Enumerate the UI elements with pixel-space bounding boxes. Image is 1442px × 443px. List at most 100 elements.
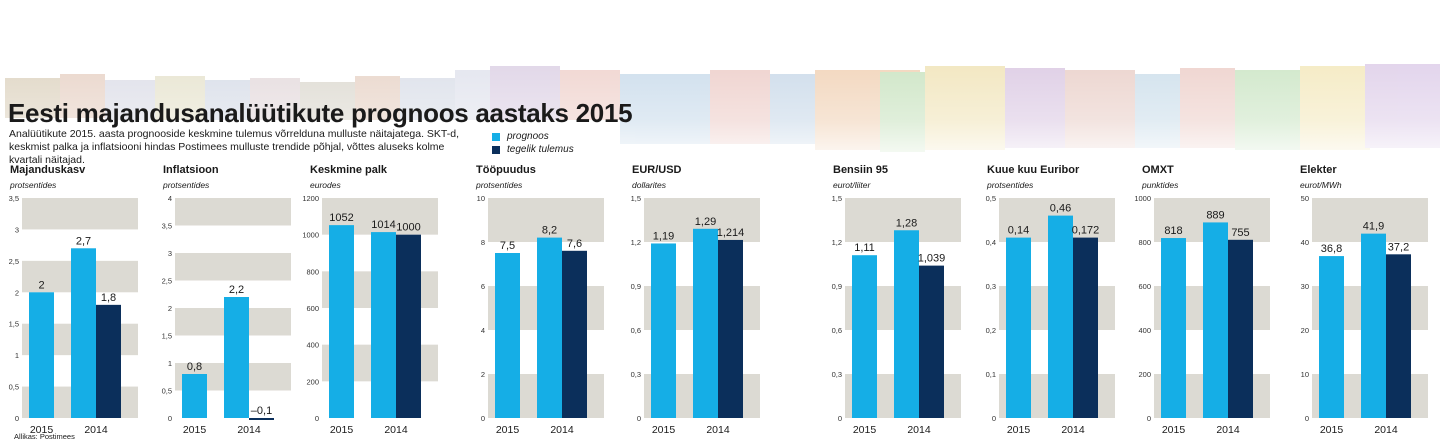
data-label-actual-2014: 7,6 (567, 238, 582, 250)
x-tick-label: 2015 (1162, 424, 1186, 436)
y-tick-label: 1 (168, 359, 172, 368)
y-tick-label: 0 (1305, 414, 1309, 423)
y-tick-label: 0 (992, 414, 996, 423)
y-tick-label: 1000 (302, 231, 319, 240)
y-tick-label: 200 (306, 377, 319, 386)
source-note: Allikas: Postimees (14, 432, 75, 441)
y-tick-label: 4 (168, 194, 172, 203)
x-tick-label: 2014 (1216, 424, 1240, 436)
y-tick-label: 0,6 (631, 326, 641, 335)
y-tick-label: 1,5 (162, 332, 172, 341)
legend-swatch-actual (492, 145, 500, 154)
data-label-actual-2014: 755 (1231, 227, 1249, 239)
y-tick-label: 0,3 (832, 370, 842, 379)
y-tick-label: 1,5 (631, 194, 641, 203)
data-label-actual-2014: 1,214 (717, 227, 745, 239)
data-label-forecast-2015: 7,5 (500, 240, 515, 252)
y-tick-label: 800 (306, 267, 319, 276)
panel-title-t-puudus: Tööpuudus (476, 164, 536, 176)
panel-title-elekter: Elekter (1300, 164, 1337, 176)
panel-unit-keskmine-palk: eurodes (310, 180, 341, 190)
y-tick-label: 0,5 (9, 383, 19, 392)
y-tick-label: 0,3 (986, 282, 996, 291)
bar-forecast-2014 (1203, 222, 1228, 418)
bar-forecast-2015 (495, 253, 520, 418)
x-tick-label: 2015 (1007, 424, 1031, 436)
y-tick-label: 3 (15, 225, 19, 234)
data-label-forecast-2015: 0,14 (1008, 225, 1029, 237)
y-tick-label: 0 (168, 414, 172, 423)
y-tick-label: 10 (477, 194, 485, 203)
euro-banknotes-banner (0, 60, 1442, 170)
y-tick-label: 0 (1147, 414, 1151, 423)
data-label-forecast-2015: 1,11 (854, 242, 875, 254)
y-tick-label: 0,3 (631, 370, 641, 379)
data-label-actual-2014: 37,2 (1388, 241, 1409, 253)
panel-unit-bensiin-95: eurot/liiter (833, 180, 871, 190)
panel-unit-kuue-kuu-euribor: protsentides (987, 180, 1034, 190)
panel-unit-eur-usd: dollarites (632, 180, 667, 190)
y-tick-label: 0,6 (832, 326, 842, 335)
bar-forecast-2015 (329, 225, 354, 418)
grid-band (175, 253, 291, 281)
data-label-actual-2014: 1000 (396, 222, 420, 234)
legend: prognoos tegelik tulemus (492, 130, 574, 156)
y-tick-label: 0,2 (986, 326, 996, 335)
y-tick-label: 0,9 (832, 282, 842, 291)
x-tick-label: 2015 (1320, 424, 1344, 436)
x-tick-label: 2015 (652, 424, 676, 436)
bar-forecast-2015 (29, 292, 54, 418)
data-label-forecast-2014: 0,46 (1050, 203, 1071, 215)
bar-actual-2014 (718, 239, 743, 418)
y-tick-label: 2 (481, 370, 485, 379)
legend-label-forecast: prognoos (507, 131, 549, 142)
panel-title-inflatsioon: Inflatsioon (163, 164, 219, 176)
panel-unit-inflatsioon: protsentides (163, 180, 210, 190)
y-tick-label: 1200 (302, 194, 319, 203)
data-label-actual-2014: 0,172 (1072, 225, 1100, 237)
bar-forecast-2014 (894, 230, 919, 418)
x-tick-label: 2015 (330, 424, 354, 436)
bar-forecast-2015 (852, 255, 877, 418)
bar-forecast-2014 (71, 248, 96, 418)
x-tick-label: 2014 (384, 424, 408, 436)
legend-item-actual: tegelik tulemus (492, 143, 574, 156)
y-tick-label: 0,4 (986, 238, 996, 247)
page-title: Eesti majandusanalüütikute prognoos aast… (8, 98, 633, 128)
data-label-forecast-2014: 1014 (371, 219, 395, 231)
panel-title-eur-usd: EUR/USD (632, 164, 682, 176)
data-label-forecast-2014: 2,2 (229, 284, 244, 296)
bar-forecast-2014 (371, 232, 396, 418)
data-label-forecast-2014: 2,7 (76, 235, 91, 247)
data-label-forecast-2014: 8,2 (542, 225, 557, 237)
y-tick-label: 1,2 (631, 238, 641, 247)
panel-unit-majanduskasv: protsentides (10, 180, 57, 190)
bar-forecast-2014 (693, 228, 718, 418)
y-tick-label: 200 (1138, 370, 1151, 379)
y-tick-label: 3,5 (162, 222, 172, 231)
panel-title-kuue-kuu-euribor: Kuue kuu Euribor (987, 164, 1080, 176)
x-tick-label: 2014 (237, 424, 261, 436)
y-tick-label: 2,5 (9, 257, 19, 266)
y-tick-label: 1,5 (832, 194, 842, 203)
y-tick-label: 10 (1301, 370, 1309, 379)
bar-actual-2014 (562, 250, 587, 418)
bar-actual-2014 (249, 418, 274, 420)
data-label-forecast-2014: 41,9 (1363, 221, 1384, 233)
y-tick-label: 6 (481, 282, 485, 291)
bar-actual-2014 (919, 265, 944, 418)
bar-actual-2014 (1228, 239, 1253, 418)
panel-unit-elekter: eurot/MWh (1300, 180, 1342, 190)
y-tick-label: 0 (15, 414, 19, 423)
x-tick-label: 2015 (496, 424, 520, 436)
legend-item-forecast: prognoos (492, 130, 574, 143)
y-tick-label: 1,5 (9, 320, 19, 329)
panel-title-bensiin-95: Bensiin 95 (833, 164, 889, 176)
x-tick-label: 2015 (30, 424, 54, 436)
data-label-forecast-2015: 36,8 (1321, 243, 1342, 255)
bar-forecast-2015 (1319, 256, 1344, 418)
x-tick-label: 2014 (1374, 424, 1398, 436)
y-tick-label: 2,5 (162, 277, 172, 286)
y-tick-label: 3 (168, 249, 172, 258)
y-tick-label: 0,9 (631, 282, 641, 291)
